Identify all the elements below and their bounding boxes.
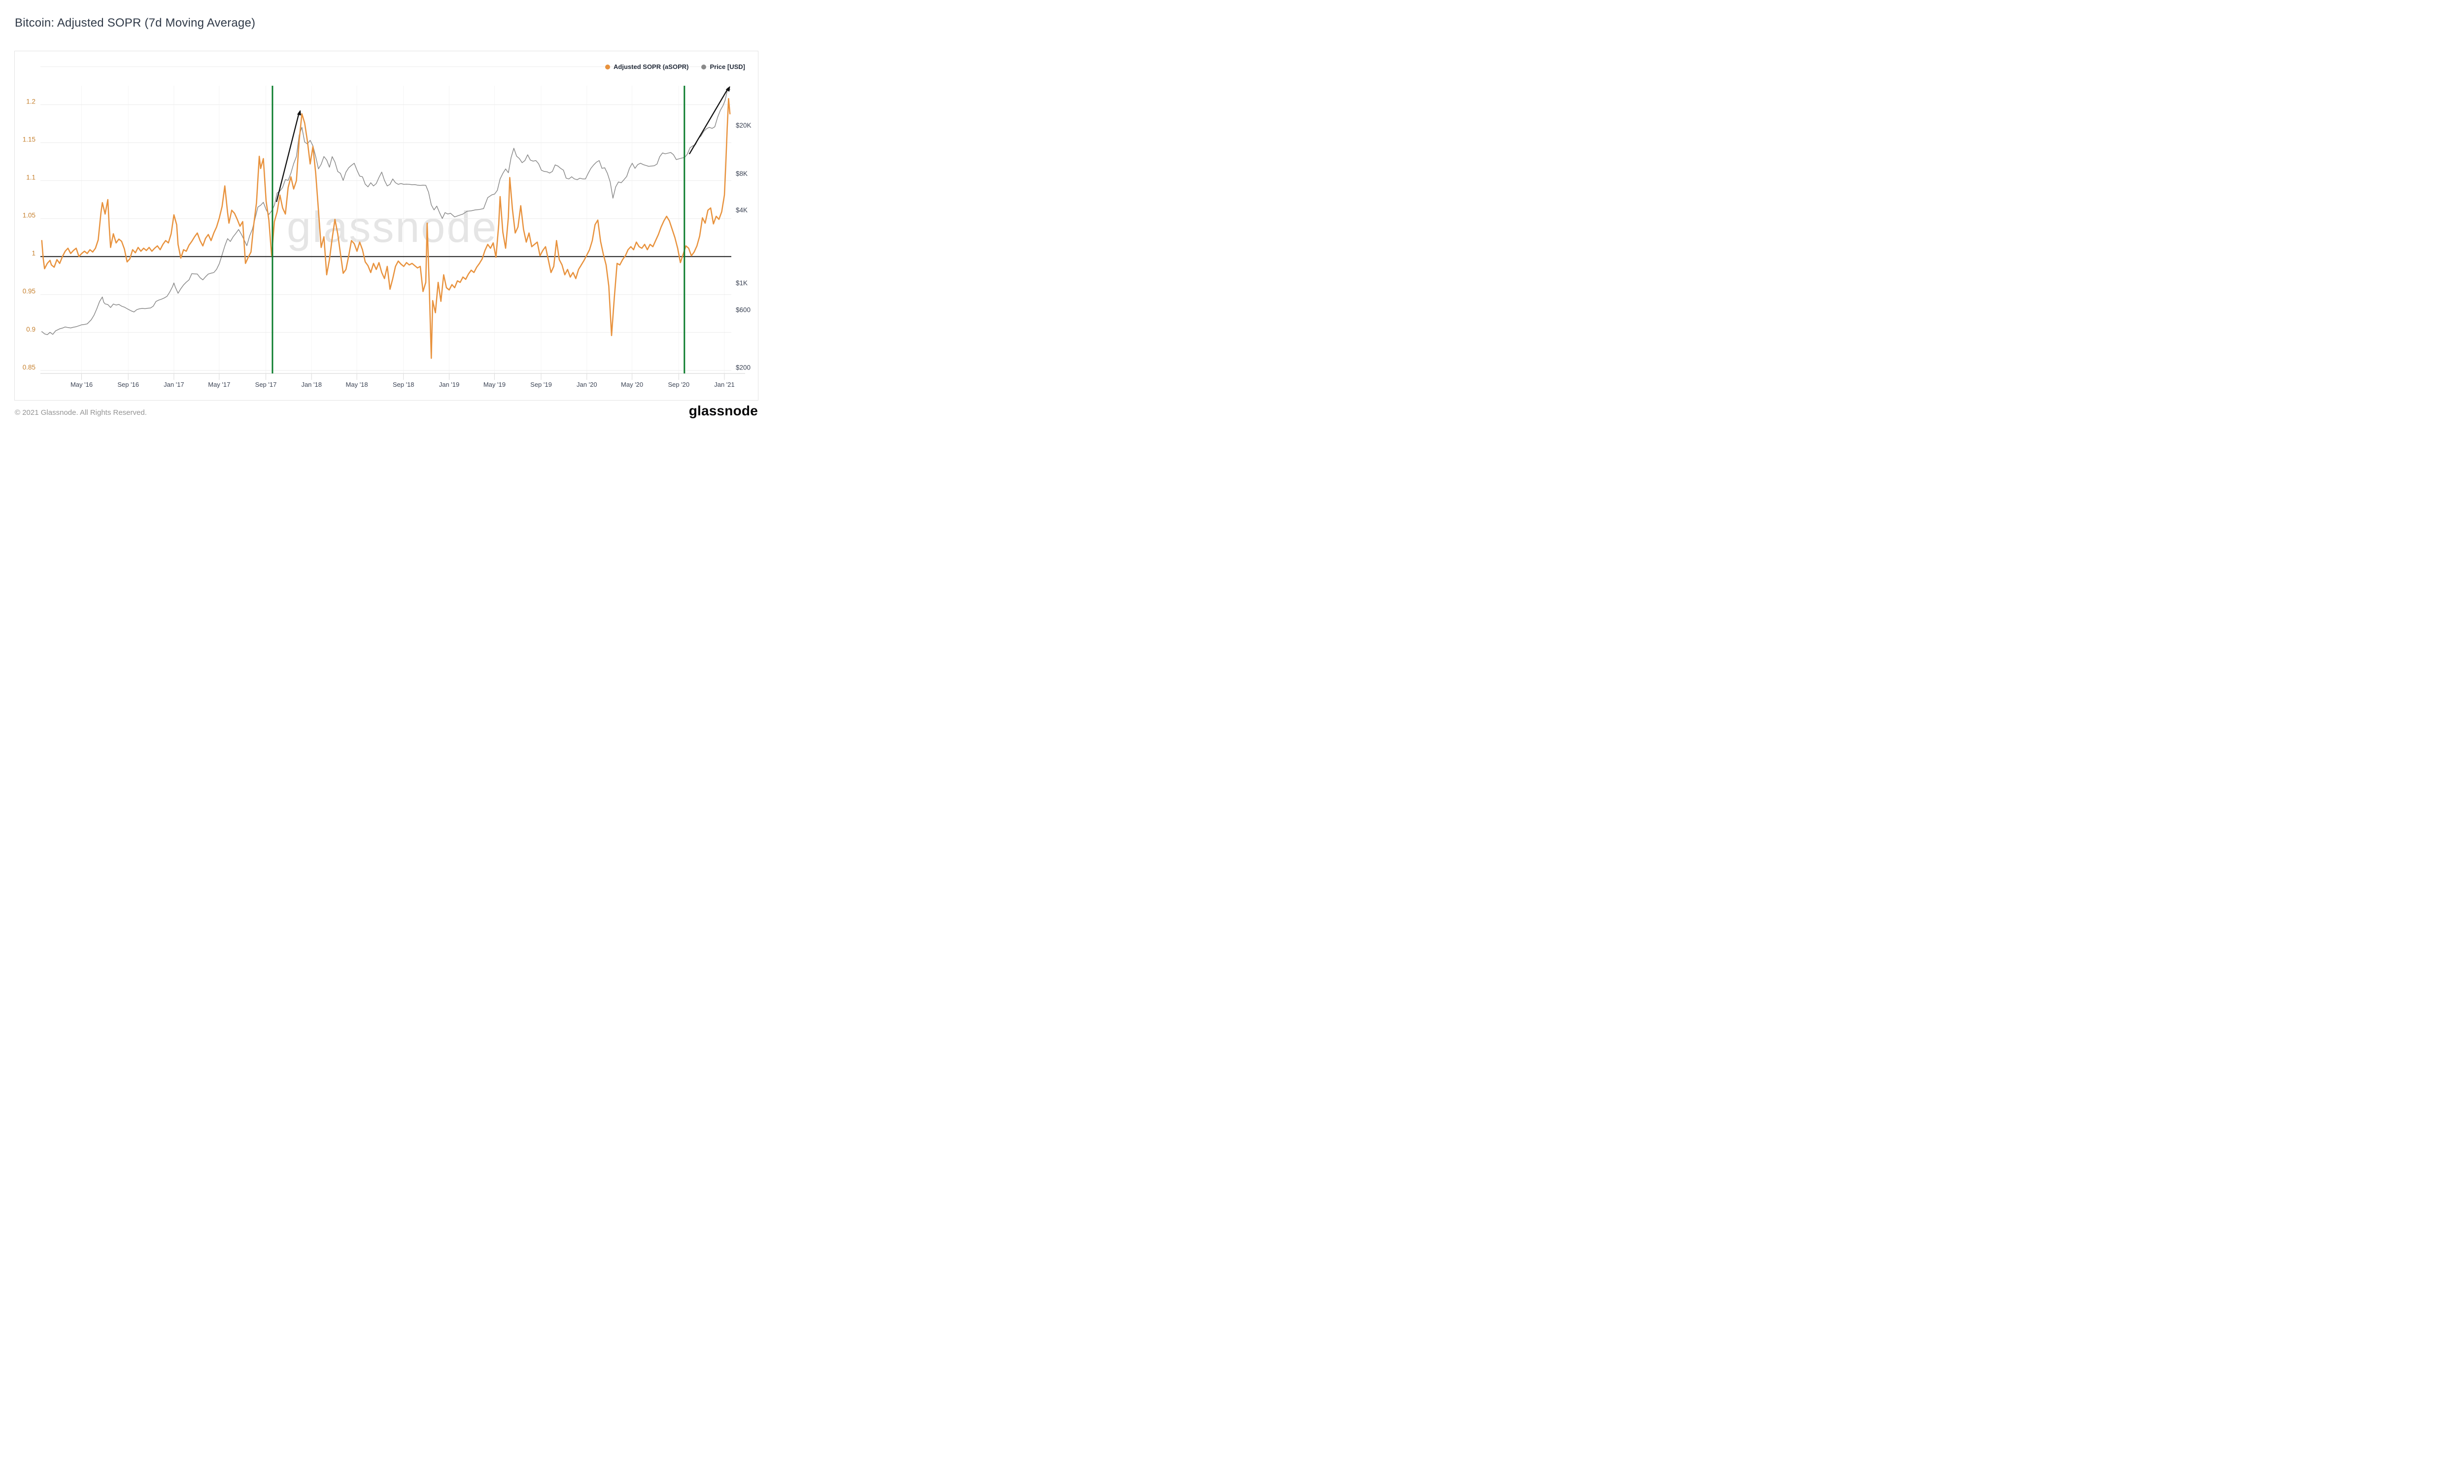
asopr-line[interactable] bbox=[41, 98, 731, 359]
x-tick-label: May '19 bbox=[483, 381, 506, 388]
x-tick-label: Sep '16 bbox=[117, 381, 139, 388]
y-left-tick-label: 1.15 bbox=[23, 136, 35, 143]
y-left-tick-label: 1.2 bbox=[26, 98, 35, 105]
x-tick-label: Jan '21 bbox=[714, 381, 735, 388]
y-right-tick-label: $600 bbox=[736, 306, 751, 313]
x-tick-label: May '18 bbox=[346, 381, 368, 388]
x-tick-label: Sep '19 bbox=[530, 381, 552, 388]
y-left-tick-label: 1 bbox=[32, 250, 35, 257]
x-tick-label: May '20 bbox=[621, 381, 643, 388]
page-title: Bitcoin: Adjusted SOPR (7d Moving Averag… bbox=[15, 16, 256, 30]
legend-item-asopr[interactable]: Adjusted SOPR (aSOPR) bbox=[605, 63, 688, 70]
y-left-tick-label: 1.1 bbox=[26, 174, 35, 181]
x-tick-label: Jan '18 bbox=[301, 381, 322, 388]
y-left-tick-label: 0.95 bbox=[23, 288, 35, 295]
x-tick-label: Sep '17 bbox=[255, 381, 277, 388]
legend-dot-price-icon bbox=[701, 64, 707, 69]
x-tick-label: May '16 bbox=[70, 381, 93, 388]
chart-legend: Adjusted SOPR (aSOPR) Price [USD] bbox=[605, 63, 745, 70]
legend-label-asopr: Adjusted SOPR (aSOPR) bbox=[614, 63, 689, 70]
y-right-tick-label: $1K bbox=[736, 279, 748, 287]
y-right-tick-label: $20K bbox=[736, 122, 752, 129]
copyright-text: © 2021 Glassnode. All Rights Reserved. bbox=[15, 408, 147, 417]
x-tick-label: Sep '18 bbox=[393, 381, 414, 388]
legend-item-price[interactable]: Price [USD] bbox=[701, 63, 745, 70]
price-line[interactable] bbox=[41, 87, 730, 336]
trend-arrow bbox=[688, 88, 728, 155]
x-tick-label: Jan '20 bbox=[577, 381, 597, 388]
y-right-tick-label: $200 bbox=[736, 364, 751, 371]
price-sopr-chart[interactable]: May '16 Sep '16 Jan '17 May '17 Sep '17 Jan '… bbox=[15, 51, 758, 400]
chart-card: glassnode May '16 Sep '16 Jan '17 May '17 Se… bbox=[14, 51, 758, 401]
y-left-tick-label: 0.9 bbox=[26, 326, 35, 333]
y-left-tick-label: 0.85 bbox=[23, 364, 35, 371]
y-left-tick-label: 1.05 bbox=[23, 212, 35, 219]
x-tick-label: Jan '17 bbox=[164, 381, 184, 388]
y-right-tick-label: $8K bbox=[736, 170, 748, 177]
legend-label-price: Price [USD] bbox=[710, 63, 745, 70]
x-tick-label: Jan '19 bbox=[439, 381, 460, 388]
glassnode-logo: glassnode bbox=[688, 403, 758, 418]
legend-dot-asopr-icon bbox=[605, 64, 611, 69]
x-tick-label: Sep '20 bbox=[668, 381, 689, 388]
trend-arrow bbox=[275, 112, 299, 202]
x-tick-label: May '17 bbox=[208, 381, 230, 388]
y-right-tick-label: $4K bbox=[736, 206, 748, 214]
